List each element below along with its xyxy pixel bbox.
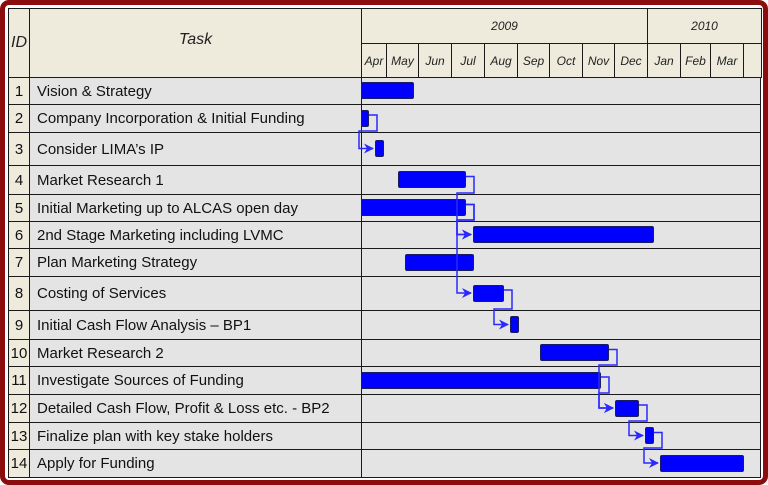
task-id: 11 xyxy=(8,366,30,395)
task-name: Market Research 1 xyxy=(29,165,362,195)
task-bar[interactable] xyxy=(540,344,609,361)
task-id: 4 xyxy=(8,165,30,195)
task-id: 5 xyxy=(8,194,30,222)
month-header: Aug xyxy=(484,43,518,78)
month-header xyxy=(743,43,762,78)
month-header: May xyxy=(386,43,419,78)
month-header: Dec xyxy=(614,43,648,78)
task-id: 1 xyxy=(8,77,30,105)
task-bar[interactable] xyxy=(361,109,369,127)
month-header: Mar xyxy=(710,43,744,78)
id-header: ID xyxy=(8,8,30,78)
task-name: Costing of Services xyxy=(29,276,362,311)
task-name: Finalize plan with key stake holders xyxy=(29,422,362,450)
month-header: Apr xyxy=(361,43,387,78)
task-name: Investigate Sources of Funding xyxy=(29,366,362,395)
timeline-row xyxy=(361,132,761,166)
task-name: Initial Marketing up to ALCAS open day xyxy=(29,194,362,222)
task-bar[interactable] xyxy=(510,316,519,333)
task-bar[interactable] xyxy=(660,454,744,472)
month-header: Oct xyxy=(549,43,583,78)
task-name: Consider LIMA’s IP xyxy=(29,132,362,166)
task-id: 3 xyxy=(8,132,30,166)
task-name: 2nd Stage Marketing including LVMC xyxy=(29,221,362,249)
task-bar[interactable] xyxy=(615,399,639,417)
task-id: 14 xyxy=(8,449,30,478)
task-name: Vision & Strategy xyxy=(29,77,362,105)
task-name: Plan Marketing Strategy xyxy=(29,248,362,277)
task-id: 6 xyxy=(8,221,30,249)
month-header: Nov xyxy=(582,43,615,78)
month-header: Jan xyxy=(647,43,681,78)
task-bar[interactable] xyxy=(375,140,384,157)
task-bar[interactable] xyxy=(398,171,466,188)
task-name: Company Incorporation & Initial Funding xyxy=(29,104,362,133)
task-header: Task xyxy=(29,8,362,78)
timeline-row xyxy=(361,276,761,311)
timeline-row xyxy=(361,310,761,340)
task-bar[interactable] xyxy=(645,427,654,444)
timeline-row xyxy=(361,77,761,105)
year-header: 2009 xyxy=(361,8,648,44)
task-id: 13 xyxy=(8,422,30,450)
task-bar[interactable] xyxy=(473,284,504,302)
task-id: 9 xyxy=(8,310,30,340)
task-id: 8 xyxy=(8,276,30,311)
task-bar[interactable] xyxy=(473,226,654,243)
year-header: 2010 xyxy=(647,8,762,44)
task-id: 7 xyxy=(8,248,30,277)
task-bar[interactable] xyxy=(361,199,466,216)
task-bar[interactable] xyxy=(361,82,414,99)
task-name: Market Research 2 xyxy=(29,339,362,367)
task-bar[interactable] xyxy=(361,371,601,389)
month-header: Feb xyxy=(680,43,711,78)
timeline-row xyxy=(361,394,761,423)
month-header: Sep xyxy=(517,43,550,78)
timeline-row xyxy=(361,104,761,133)
task-name: Apply for Funding xyxy=(29,449,362,478)
task-name: Initial Cash Flow Analysis – BP1 xyxy=(29,310,362,340)
timeline-row xyxy=(361,422,761,450)
task-name: Detailed Cash Flow, Profit & Loss etc. -… xyxy=(29,394,362,423)
task-id: 12 xyxy=(8,394,30,423)
month-header: Jul xyxy=(451,43,485,78)
task-id: 2 xyxy=(8,104,30,133)
month-header: Jun xyxy=(418,43,452,78)
task-id: 10 xyxy=(8,339,30,367)
task-bar[interactable] xyxy=(405,253,474,271)
